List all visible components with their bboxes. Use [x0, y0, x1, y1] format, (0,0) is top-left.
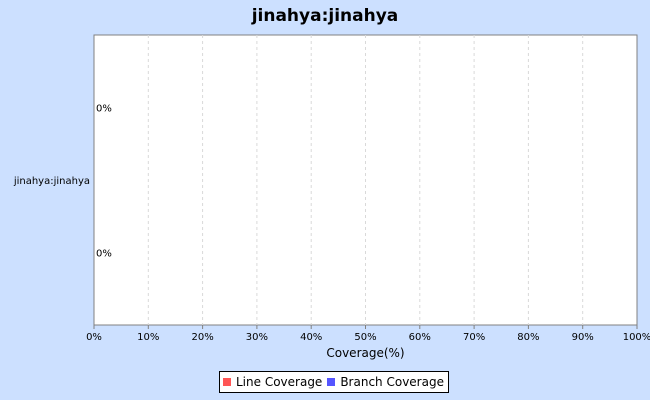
coverage-bar-chart: 0% 10% 20% 30% 40% 50% 60% 70% 80% 90% 100% 0% 0% ji…: [13, 34, 650, 360]
legend: Line Coverage Branch Coverage: [219, 371, 449, 393]
x-tick-label: 30%: [246, 332, 268, 343]
data-label: 0%: [96, 249, 112, 260]
x-tick-label: 50%: [354, 332, 376, 343]
legend-label-branch-coverage: Branch Coverage: [340, 375, 444, 389]
legend-swatch-branch-coverage: [327, 378, 336, 386]
x-axis: 0% 10% 20% 30% 40% 50% 60% 70% 80% 90% 100%: [86, 325, 650, 343]
x-tick-label: 20%: [191, 332, 213, 343]
x-tick-label: 40%: [300, 332, 322, 343]
x-tick-label: 100%: [623, 332, 650, 343]
x-tick-label: 0%: [86, 332, 102, 343]
labels: 0% 0% jinahya:jinahya: [13, 104, 112, 260]
legend-swatch-line-coverage: [223, 378, 231, 386]
data-label: 0%: [96, 104, 112, 115]
grid-lines: [147, 35, 584, 325]
x-tick-label: 90%: [572, 332, 594, 343]
x-tick-label: 60%: [409, 332, 431, 343]
legend-item-line-coverage: Line Coverage: [223, 375, 322, 389]
x-tick-label: 70%: [463, 332, 485, 343]
legend-label-line-coverage: Line Coverage: [236, 375, 323, 389]
chart-title: jinahya:jinahya: [251, 6, 399, 26]
x-tick-label: 10%: [137, 332, 159, 343]
x-axis-label: Coverage(%): [326, 346, 404, 360]
legend-item-branch-coverage: Branch Coverage: [327, 375, 444, 389]
x-tick-label: 80%: [517, 332, 539, 343]
category-label: jinahya:jinahya: [13, 176, 90, 187]
